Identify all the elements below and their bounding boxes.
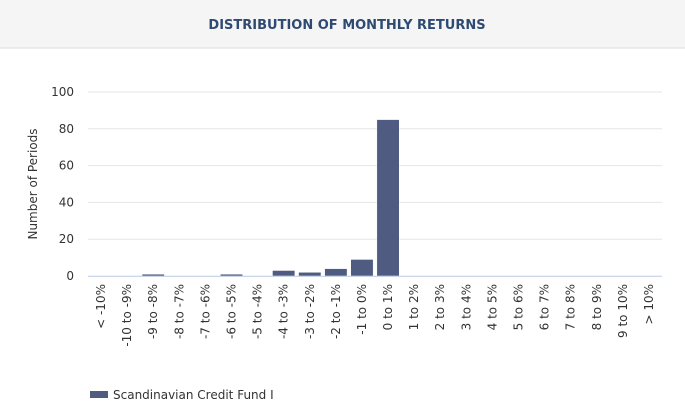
x-tick-label: -6 to -5% bbox=[225, 284, 239, 339]
y-tick-label: 40 bbox=[59, 195, 74, 209]
legend-label: Scandinavian Credit Fund I bbox=[113, 388, 274, 402]
header bbox=[0, 0, 685, 48]
y-tick-label: 20 bbox=[59, 232, 74, 246]
bar bbox=[272, 270, 296, 277]
x-tick-label: 6 to 7% bbox=[538, 284, 552, 330]
x-tick-label: -2 to -1% bbox=[329, 284, 343, 339]
chart-title: DISTRIBUTION OF MONTHLY RETURNS bbox=[208, 18, 485, 33]
y-tick-label: 80 bbox=[59, 122, 74, 136]
x-tick-label: 1 to 2% bbox=[407, 284, 421, 330]
x-tick-label: -8 to -7% bbox=[172, 284, 186, 339]
y-tick-label: 0 bbox=[66, 269, 74, 283]
x-tick-label: 3 to 4% bbox=[459, 284, 473, 330]
bar bbox=[324, 268, 348, 277]
x-tick-label: -10 to -9% bbox=[120, 284, 134, 347]
legend-swatch bbox=[90, 391, 108, 398]
x-tick-label: 0 to 1% bbox=[381, 284, 395, 330]
x-tick-label: 7 to 8% bbox=[564, 284, 578, 330]
x-tick-label: 8 to 9% bbox=[590, 284, 604, 330]
bar bbox=[141, 273, 165, 277]
x-tick-label: > 10% bbox=[642, 284, 656, 325]
x-tick-label: -5 to -4% bbox=[251, 284, 265, 339]
bar bbox=[376, 119, 400, 277]
x-tick-label: -4 to -3% bbox=[277, 284, 291, 339]
x-tick-label: 4 to 5% bbox=[485, 284, 499, 330]
y-tick-label: 60 bbox=[59, 159, 74, 173]
x-tick-label: < -10% bbox=[94, 284, 108, 329]
x-tick-label: -1 to 0% bbox=[355, 284, 369, 335]
x-tick-label: -7 to -6% bbox=[198, 284, 212, 339]
x-tick-label: 9 to 10% bbox=[616, 284, 630, 338]
x-tick-label: 2 to 3% bbox=[433, 284, 447, 330]
bar bbox=[298, 272, 322, 277]
x-tick-label: -3 to -2% bbox=[303, 284, 317, 339]
y-axis-label: Number of Periods bbox=[26, 128, 40, 239]
y-tick-label: 100 bbox=[51, 85, 74, 99]
bar bbox=[220, 273, 243, 277]
bar bbox=[350, 259, 374, 277]
x-tick-label: 5 to 6% bbox=[512, 284, 526, 330]
x-tick-label: -9 to -8% bbox=[146, 284, 160, 339]
